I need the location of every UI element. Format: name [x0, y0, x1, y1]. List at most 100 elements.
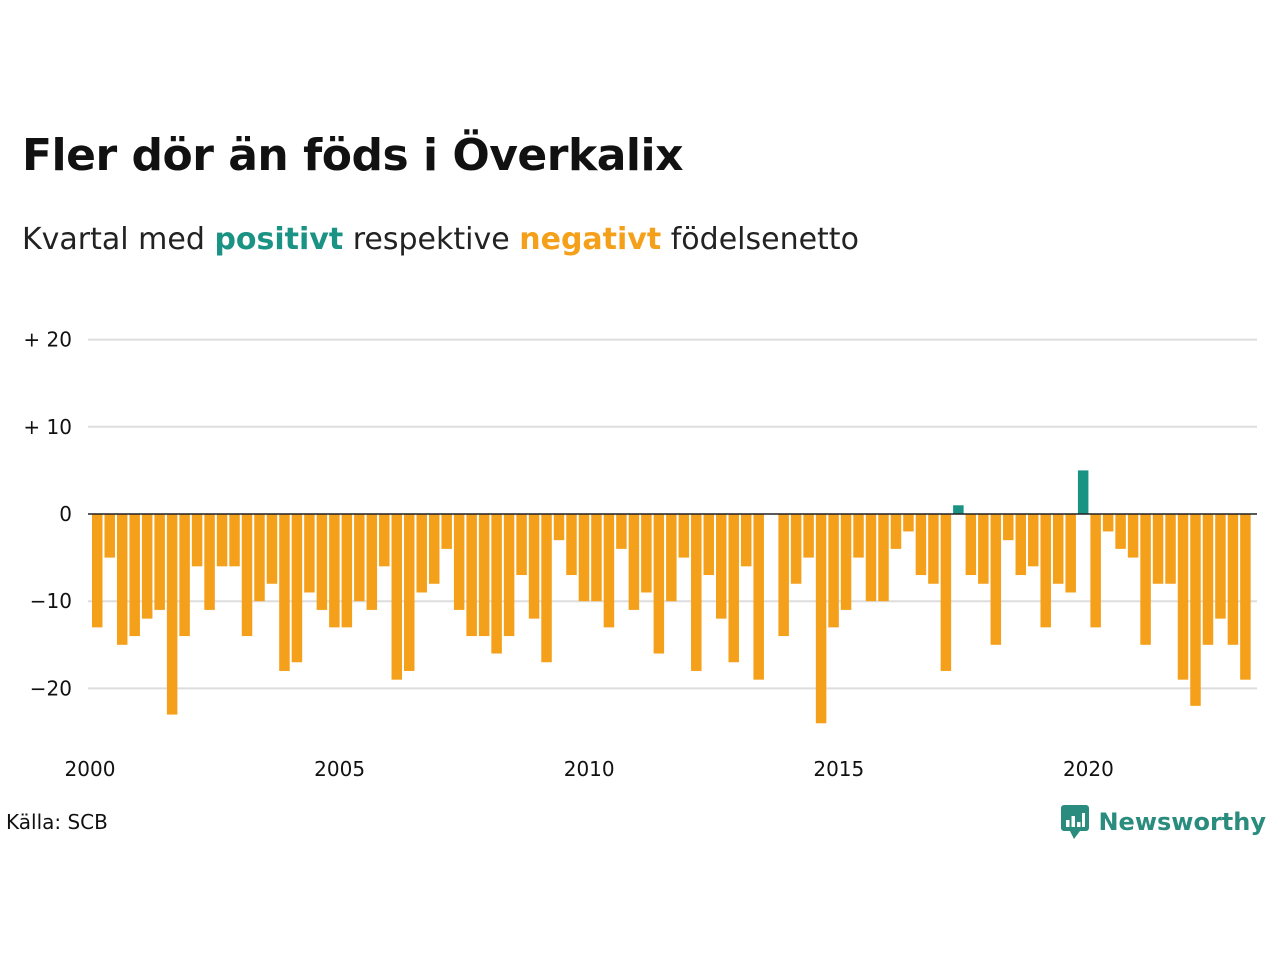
- bar: [104, 514, 115, 558]
- bar: [591, 514, 602, 602]
- bar: [316, 514, 328, 610]
- bar: [903, 514, 914, 532]
- newsworthy-logo-text: Newsworthy: [1098, 808, 1266, 836]
- bar: [990, 514, 1002, 645]
- bars: [88, 470, 1257, 724]
- bar: [279, 514, 290, 671]
- source-note: Källa: SCB: [6, 810, 108, 834]
- bar: [1077, 470, 1089, 514]
- bar: [1240, 514, 1251, 680]
- bar: [453, 514, 465, 610]
- chart-subtitle: Kvartal med positivt respektive negativt…: [22, 222, 859, 257]
- bar: [503, 514, 515, 637]
- x-tick-label: 2000: [65, 757, 116, 781]
- bar: [716, 514, 727, 619]
- subtitle-middle: respektive: [352, 222, 510, 257]
- bar: [166, 514, 178, 715]
- bar: [1215, 514, 1226, 619]
- bar: [578, 514, 590, 602]
- bar: [928, 514, 939, 584]
- bar: [204, 514, 215, 610]
- x-tick-label: 2015: [813, 757, 864, 781]
- y-tick-label: + 20: [23, 328, 72, 352]
- bar: [528, 514, 540, 619]
- bar: [703, 514, 715, 576]
- bar: [441, 514, 452, 549]
- bar: [191, 514, 203, 567]
- bar-chart: + 20 + 10 0 −10 −20 2000 2005 2010 2015 2020: [23, 328, 1257, 781]
- bar: [865, 514, 877, 602]
- bar: [853, 514, 864, 558]
- bar: [1052, 514, 1064, 584]
- bar: [603, 514, 615, 628]
- bar: [890, 514, 902, 549]
- x-tick-label: 2005: [314, 757, 365, 781]
- bar: [491, 514, 502, 654]
- bar: [940, 514, 952, 671]
- bar: [466, 514, 477, 637]
- bar: [404, 514, 415, 671]
- chart-title: Fler dör än föds i Överkalix: [22, 130, 683, 181]
- bar: [478, 514, 490, 637]
- bar: [953, 505, 964, 514]
- bar: [129, 514, 140, 637]
- newsworthy-logo: Newsworthy: [1060, 804, 1266, 840]
- bar: [653, 514, 665, 654]
- bar: [1152, 514, 1164, 584]
- bar: [141, 514, 153, 619]
- y-tick-label: −20: [30, 676, 72, 700]
- bar: [428, 514, 440, 584]
- bar: [978, 514, 989, 584]
- bar: [641, 514, 652, 593]
- bar: [790, 514, 802, 584]
- y-axis-ticks: + 20 + 10 0 −10 −20: [23, 328, 72, 701]
- bar: [740, 514, 752, 567]
- subtitle-negative: negativt: [519, 222, 662, 257]
- bar: [1028, 514, 1039, 567]
- bar: [92, 514, 103, 628]
- bar: [379, 514, 390, 567]
- bar: [341, 514, 353, 628]
- bar: [1040, 514, 1051, 628]
- subtitle-positive: positivt: [214, 222, 344, 257]
- bar: [1177, 514, 1189, 680]
- bar: [1102, 514, 1114, 532]
- x-axis-ticks: 2000 2005 2010 2015 2020: [65, 757, 1114, 781]
- x-tick-label: 2010: [564, 757, 615, 781]
- bar: [828, 514, 839, 628]
- bar: [1227, 514, 1239, 645]
- bar: [878, 514, 889, 602]
- bar: [304, 514, 315, 593]
- bar: [179, 514, 190, 637]
- newsworthy-logo-icon: [1061, 805, 1090, 839]
- bar: [815, 514, 827, 724]
- bar: [628, 514, 640, 610]
- bar: [354, 514, 365, 602]
- bar: [691, 514, 702, 671]
- bar: [803, 514, 814, 558]
- bar: [616, 514, 627, 549]
- bar: [516, 514, 527, 576]
- bar: [266, 514, 278, 584]
- y-tick-label: −10: [30, 589, 72, 613]
- bar: [553, 514, 565, 541]
- bar: [1190, 514, 1201, 706]
- bar: [1003, 514, 1014, 541]
- bar: [1165, 514, 1176, 584]
- bar: [1140, 514, 1151, 645]
- bar: [965, 514, 977, 576]
- bar: [391, 514, 403, 680]
- bar: [666, 514, 677, 602]
- bar: [241, 514, 253, 637]
- bar: [216, 514, 228, 567]
- bar: [753, 514, 764, 680]
- bar: [915, 514, 927, 576]
- bar: [778, 514, 789, 637]
- subtitle-suffix: födelsenetto: [670, 222, 859, 257]
- bar: [566, 514, 577, 576]
- y-tick-label: 0: [59, 502, 72, 526]
- y-tick-label: + 10: [23, 415, 72, 439]
- bar: [154, 514, 165, 610]
- bar: [329, 514, 340, 628]
- bar: [366, 514, 378, 610]
